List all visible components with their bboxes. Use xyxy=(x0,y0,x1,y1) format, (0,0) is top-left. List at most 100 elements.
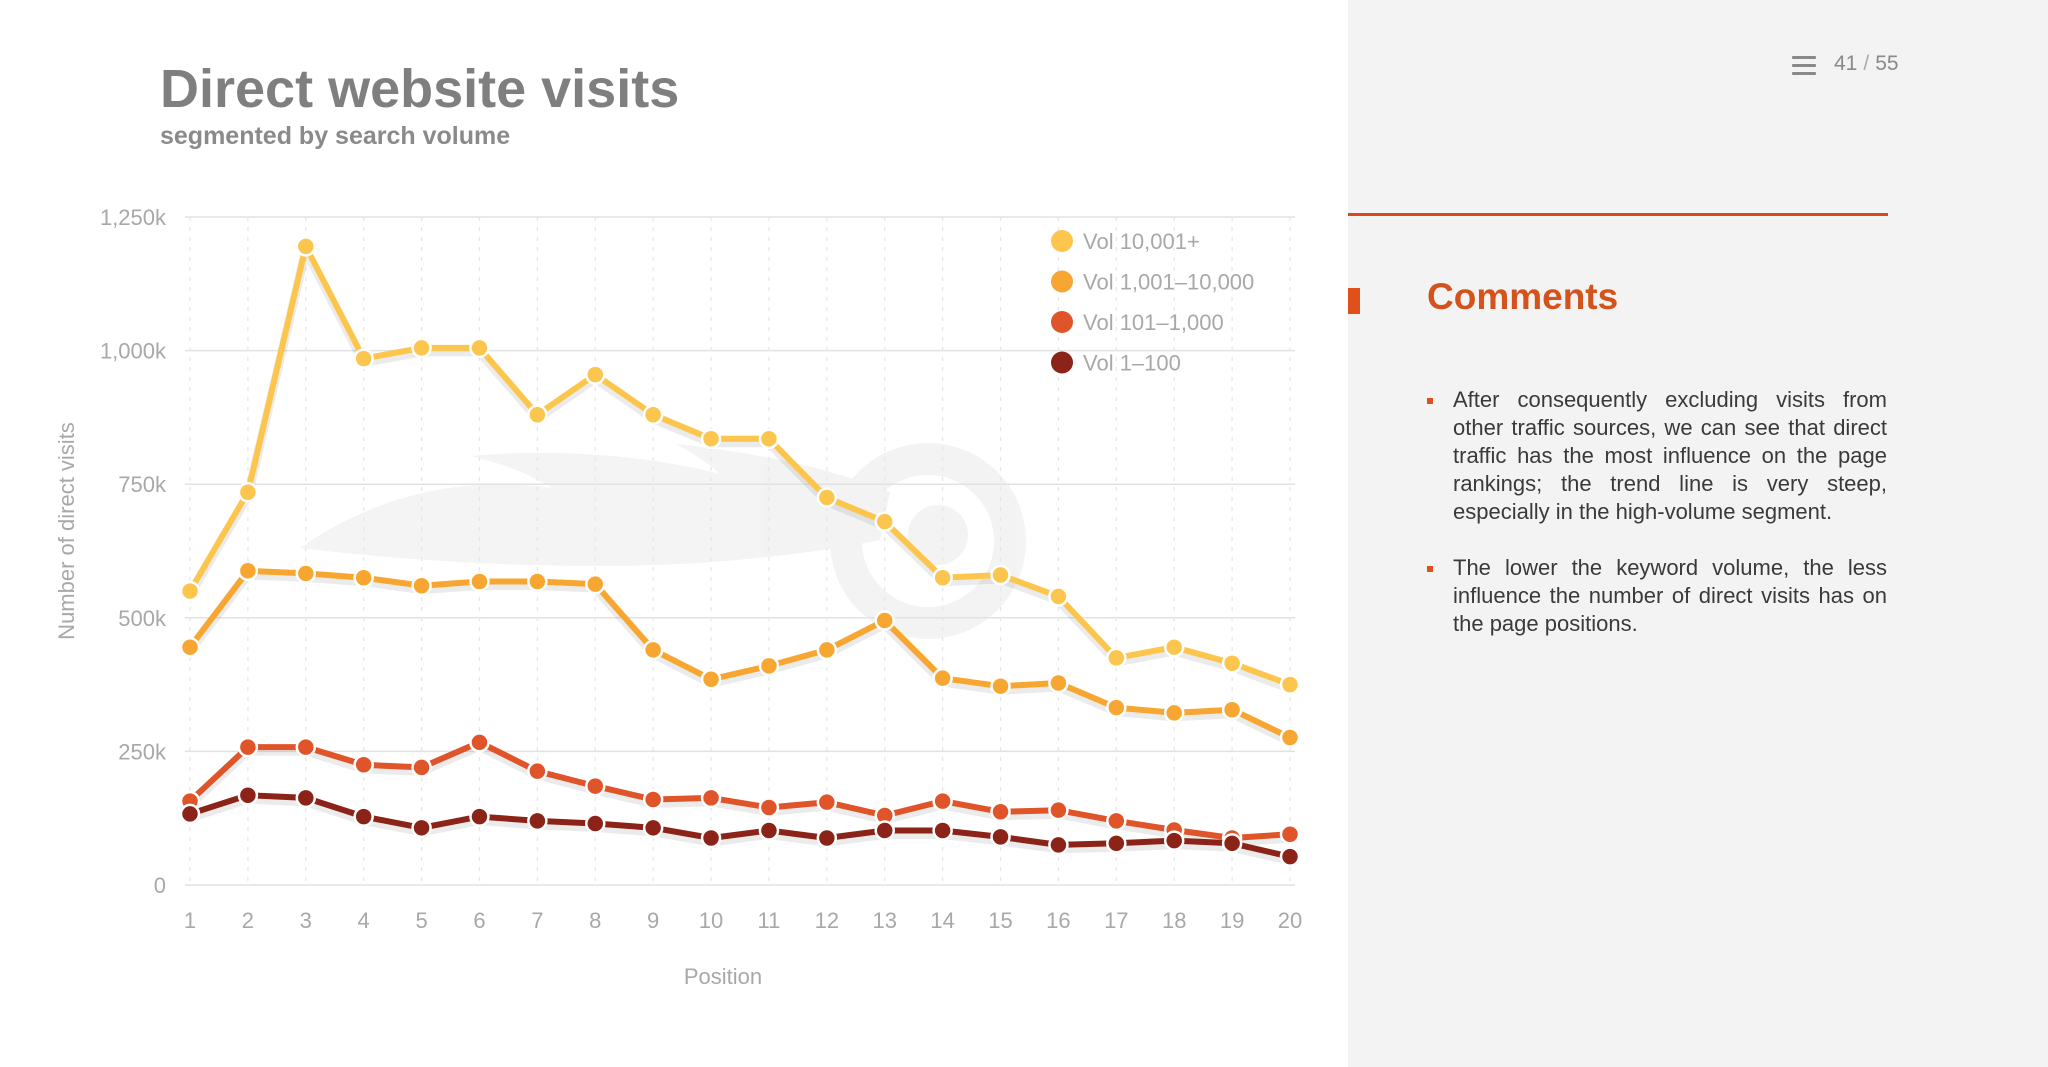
data-point xyxy=(295,736,317,758)
data-point xyxy=(237,481,259,503)
x-tick-label: 6 xyxy=(473,908,485,933)
data-point xyxy=(1279,727,1301,748)
data-point xyxy=(295,236,317,257)
data-point xyxy=(1163,830,1185,851)
data-point xyxy=(237,560,259,582)
watermark-logo xyxy=(300,443,1026,639)
data-point xyxy=(1106,647,1127,669)
data-point xyxy=(816,639,838,661)
data-point xyxy=(1048,799,1069,821)
data-point xyxy=(1163,702,1185,724)
data-point xyxy=(411,337,432,359)
data-point xyxy=(1048,586,1069,607)
data-point xyxy=(1279,823,1301,845)
data-point xyxy=(469,337,490,359)
x-tick-label: 5 xyxy=(415,908,427,933)
y-tick-label: 500k xyxy=(118,606,167,631)
data-point xyxy=(1221,833,1243,854)
legend-label: Vol 101–1,000 xyxy=(1083,310,1224,335)
legend-label: Vol 1,001–10,000 xyxy=(1083,270,1254,295)
legend-marker xyxy=(1051,351,1073,374)
data-point xyxy=(700,787,722,809)
total-pages: 55 xyxy=(1875,52,1899,75)
y-tick-label: 750k xyxy=(118,472,167,497)
data-point xyxy=(700,669,722,690)
page-subtitle: segmented by search volume xyxy=(160,122,511,150)
data-point xyxy=(816,791,838,813)
x-tick-label: 8 xyxy=(589,908,601,933)
series-3 xyxy=(179,732,1301,849)
series-4 xyxy=(179,784,1301,867)
data-point xyxy=(527,404,548,425)
x-axis-label: Position xyxy=(684,964,762,989)
page-counter: 41/55 xyxy=(1834,52,1899,75)
data-point xyxy=(179,636,201,658)
data-point xyxy=(411,817,432,839)
data-point xyxy=(1279,674,1301,695)
legend-label: Vol 10,001+ xyxy=(1083,229,1200,254)
x-tick-label: 20 xyxy=(1278,908,1302,933)
data-point xyxy=(527,571,548,592)
x-tick-label: 1 xyxy=(184,908,196,933)
y-axis-label: Number of direct visits xyxy=(54,422,79,640)
series-line-shadow xyxy=(185,794,1295,866)
data-point xyxy=(295,563,317,584)
chart-grid xyxy=(185,216,1295,886)
data-point xyxy=(700,827,722,849)
y-axis: 0 250k 500k 750k 1,000k 1,250k xyxy=(100,205,167,898)
data-point xyxy=(1279,846,1301,867)
data-point xyxy=(874,511,895,532)
legend-label: Vol 1–100 xyxy=(1083,351,1181,376)
section-divider xyxy=(1348,213,1888,216)
y-tick-label: 0 xyxy=(154,873,166,898)
data-point xyxy=(990,564,1011,586)
comments-pane xyxy=(1348,0,2048,1067)
data-point xyxy=(1221,699,1243,720)
data-point xyxy=(1106,810,1127,832)
data-point xyxy=(469,732,490,753)
data-point xyxy=(411,575,432,596)
data-point xyxy=(585,775,606,797)
data-point xyxy=(1106,833,1127,854)
x-tick-label: 9 xyxy=(647,908,659,933)
data-point xyxy=(990,675,1011,697)
data-point xyxy=(411,757,432,778)
comments-list: After consequently excluding visits from… xyxy=(1427,386,1887,666)
data-point xyxy=(1106,697,1127,718)
data-point xyxy=(932,567,953,588)
comment-item: The lower the keyword volume, the less i… xyxy=(1427,554,1887,638)
x-tick-label: 3 xyxy=(300,908,312,933)
legend-marker xyxy=(1051,311,1073,333)
series-2 xyxy=(179,560,1301,748)
data-point xyxy=(1048,834,1069,856)
legend-marker xyxy=(1051,230,1073,252)
comment-item: After consequently excluding visits from… xyxy=(1427,386,1887,526)
data-point xyxy=(295,787,317,809)
page-title: Direct website visits xyxy=(160,59,680,119)
y-tick-label: 1,250k xyxy=(100,205,167,230)
data-point xyxy=(237,736,259,758)
x-tick-label: 11 xyxy=(758,908,781,933)
data-point xyxy=(585,364,606,385)
data-point xyxy=(816,827,838,849)
data-point xyxy=(642,789,664,810)
data-point xyxy=(758,655,780,677)
data-point xyxy=(642,639,664,661)
data-point xyxy=(585,573,606,595)
menu-icon[interactable] xyxy=(1792,56,1816,76)
data-point xyxy=(527,810,548,832)
data-point xyxy=(642,404,664,425)
data-point xyxy=(179,803,201,825)
y-tick-label: 250k xyxy=(118,739,167,764)
x-tick-label: 4 xyxy=(358,908,370,933)
x-tick-label: 10 xyxy=(699,908,723,933)
data-point xyxy=(469,806,490,827)
legend-marker xyxy=(1051,270,1073,293)
x-tick-label: 16 xyxy=(1046,908,1070,933)
data-point xyxy=(990,826,1011,848)
data-point xyxy=(700,428,722,450)
y-tick-label: 1,000k xyxy=(100,339,167,364)
x-tick-label: 15 xyxy=(988,908,1012,933)
data-point xyxy=(642,817,664,839)
